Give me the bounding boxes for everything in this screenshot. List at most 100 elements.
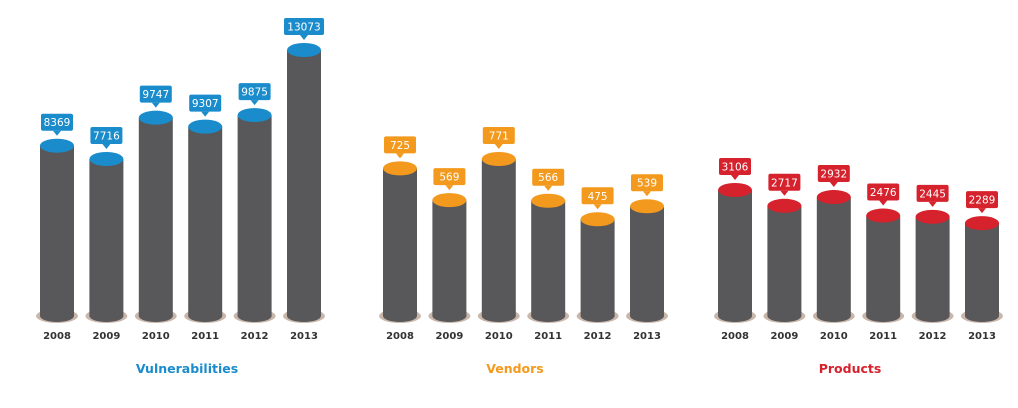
bar-bottom xyxy=(767,310,802,322)
x-tick-label: 2008 xyxy=(386,331,414,342)
value-label-pointer xyxy=(593,204,602,210)
x-tick-label: 2009 xyxy=(770,331,798,342)
x-tick-label: 2009 xyxy=(435,331,463,342)
x-tick-label: 2012 xyxy=(241,331,269,342)
value-label-pointer xyxy=(151,102,160,108)
bar-bottom xyxy=(188,310,223,322)
bar-cap xyxy=(40,138,74,153)
bar-cap xyxy=(287,43,321,57)
data-label: 2289 xyxy=(969,195,996,207)
value-label-box xyxy=(238,83,271,101)
bar xyxy=(481,159,516,316)
value-label-pointer xyxy=(396,153,404,159)
bar-cap xyxy=(432,193,467,208)
data-label: 2476 xyxy=(870,187,897,199)
bar-cap xyxy=(718,183,752,197)
value-label-box xyxy=(482,127,515,144)
value-label-box xyxy=(532,168,565,186)
value-label-box xyxy=(433,168,466,186)
value-label-box xyxy=(41,113,73,131)
bar-bottom xyxy=(580,310,615,322)
chart-panel-vendors: 725 2008 569 2009 771 2010 566 2011 475 2012 539 20… xyxy=(379,127,668,376)
bar-cap xyxy=(630,199,664,214)
value-label-pointer xyxy=(494,144,503,149)
data-label: 2932 xyxy=(820,169,847,181)
bar-bottom xyxy=(866,310,901,322)
x-tick-label: 2012 xyxy=(919,331,947,342)
bar-bottom xyxy=(630,310,664,322)
x-tick-label: 2010 xyxy=(142,331,170,342)
bar-cap xyxy=(580,212,615,227)
bar-cap xyxy=(188,119,223,134)
bar xyxy=(383,168,417,316)
bar xyxy=(89,159,124,316)
bar-cap xyxy=(531,193,566,208)
bar xyxy=(287,50,321,316)
value-label-box xyxy=(90,127,123,145)
data-label: 9747 xyxy=(142,89,169,101)
data-label: 9875 xyxy=(241,87,268,99)
chart-title: Vendors xyxy=(486,361,544,376)
bar xyxy=(580,219,615,316)
x-tick-label: 2008 xyxy=(43,331,71,342)
bar xyxy=(866,215,901,316)
chart-title: Vulnerabilities xyxy=(136,361,238,376)
value-label-box xyxy=(384,136,416,154)
value-label-pointer xyxy=(250,100,259,106)
bar xyxy=(965,223,999,316)
bar-bottom xyxy=(915,310,950,322)
bar-cap xyxy=(89,152,124,167)
x-tick-label: 2011 xyxy=(191,331,219,342)
data-label: 725 xyxy=(390,140,410,152)
bar-bottom xyxy=(965,310,999,322)
value-label-box xyxy=(284,18,324,35)
bar-bottom xyxy=(531,310,566,322)
value-label-pointer xyxy=(780,190,789,196)
value-label-pointer xyxy=(201,111,210,117)
data-label: 539 xyxy=(637,178,657,190)
value-label-box xyxy=(768,173,801,191)
data-label: 569 xyxy=(439,172,459,184)
x-tick-label: 2013 xyxy=(968,331,996,342)
bar xyxy=(630,206,664,316)
data-label: 8369 xyxy=(44,117,71,129)
bar-bottom xyxy=(138,310,173,322)
bar xyxy=(915,216,950,316)
bar xyxy=(188,126,223,316)
bar-cap xyxy=(767,198,802,213)
data-label: 2445 xyxy=(919,188,946,200)
chart-panel-vulnerabilities: 8369 2008 7716 2009 9747 2010 9307 2011 9875 2012… xyxy=(36,18,325,376)
value-label-box xyxy=(631,174,663,192)
bar-cap xyxy=(481,152,516,166)
data-label: 475 xyxy=(588,191,608,203)
bar xyxy=(767,205,802,316)
value-label-box xyxy=(867,183,900,201)
bar-cap xyxy=(915,209,950,224)
bar xyxy=(816,197,851,316)
value-label-box xyxy=(581,187,614,205)
bar xyxy=(40,145,74,316)
value-label-pointer xyxy=(731,175,739,180)
data-label: 566 xyxy=(538,172,558,184)
bar-cap xyxy=(138,110,173,125)
value-label-box xyxy=(966,191,998,209)
bar-bottom xyxy=(383,310,417,322)
value-label-box xyxy=(916,184,949,202)
value-label-pointer xyxy=(544,185,553,191)
value-label-box xyxy=(817,165,850,183)
data-label: 7716 xyxy=(93,131,120,143)
bar-bottom xyxy=(287,310,321,322)
bar-cap xyxy=(866,208,901,223)
bar-bottom xyxy=(481,310,516,322)
value-label-pointer xyxy=(829,182,838,188)
value-label-pointer xyxy=(879,200,888,206)
x-tick-label: 2013 xyxy=(290,331,318,342)
bar xyxy=(432,200,467,316)
bar-bottom xyxy=(816,310,851,322)
bar-bottom xyxy=(432,310,467,322)
value-label-pointer xyxy=(102,144,111,150)
x-tick-label: 2011 xyxy=(869,331,897,342)
bar-bottom xyxy=(40,310,74,322)
